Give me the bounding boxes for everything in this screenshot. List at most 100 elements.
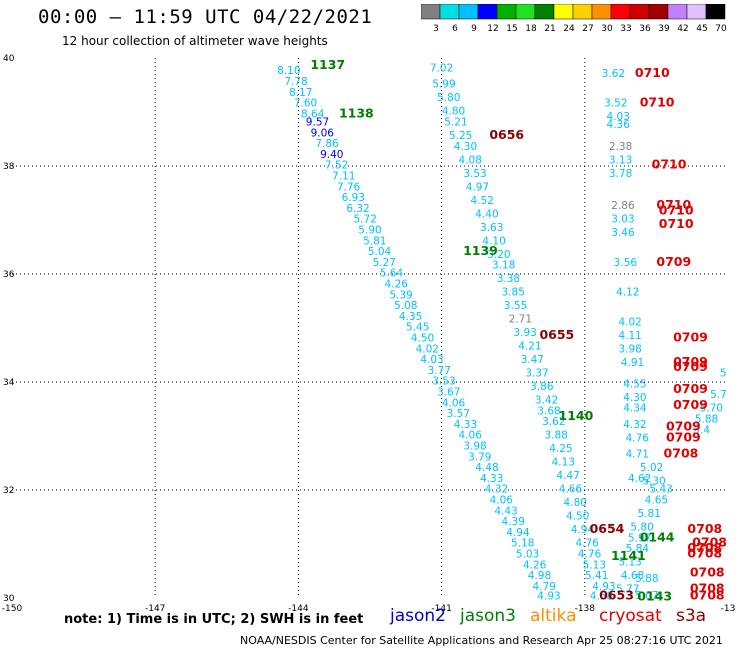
wave-height-value: 4.02: [618, 316, 641, 328]
wave-height-value: 5.39: [389, 289, 412, 301]
scale-label: 33: [620, 24, 631, 34]
wave-height-value: 5.64: [380, 268, 404, 280]
scale-label: 15: [506, 24, 517, 34]
wave-height-value: 5.84: [626, 543, 650, 555]
scale-label: 30: [601, 24, 613, 34]
pass-time-label: 1140: [559, 408, 594, 423]
wave-height-value: 4.03: [607, 111, 630, 123]
pass-time-label: 0708: [687, 521, 722, 536]
wave-height-value: 7.86: [315, 138, 339, 150]
wave-height-value: 5.90: [358, 225, 381, 237]
wave-height-value: 4.13: [552, 457, 575, 469]
wave-height-value: 4.76: [575, 538, 599, 550]
wave-height-value: 3.53: [463, 168, 486, 180]
legend-jason3: jason3: [460, 606, 516, 626]
wave-height-value: 4.93: [537, 591, 560, 603]
wave-height-value: 3.93: [513, 327, 536, 339]
wave-height-value: 4.94: [571, 524, 595, 536]
pass-time-label: 0708: [690, 564, 725, 579]
wave-height-value: 7.52: [325, 160, 348, 172]
wave-height-value: 5.80: [437, 92, 460, 104]
wave-height-value: 4.35: [399, 311, 422, 323]
wave-height-value: 5.02: [640, 462, 663, 474]
wave-height-value: 3.77: [428, 365, 451, 377]
wave-height-value: 5.08: [394, 300, 417, 312]
wave-height-value: 5: [720, 368, 727, 380]
wave-height-value: 4.21: [518, 341, 541, 353]
wave-height-value: 5.4: [693, 424, 710, 436]
pass-time-label: 0709: [666, 419, 701, 434]
wave-height-value: 7.78: [284, 76, 307, 88]
wave-height-value: 5.72: [354, 214, 377, 226]
wave-height-value: 3.47: [521, 354, 544, 366]
wave-height-value: 4.26: [385, 279, 409, 291]
wave-height-value: 6.93: [342, 192, 365, 204]
pass-time-label: 0709: [666, 429, 701, 444]
y-tick-label: 38: [3, 162, 15, 172]
y-tick-label: 32: [3, 486, 14, 496]
wave-height-value: 4.48: [475, 462, 498, 474]
wave-height-value: 4.58: [590, 591, 613, 603]
wave-height-value: 4.26: [523, 559, 547, 571]
pass-time-label: 1141: [611, 548, 646, 563]
wave-height-value: 5.99: [432, 79, 455, 91]
wave-height-value: 3.88: [544, 430, 567, 442]
wave-height-value: 4.65: [645, 495, 668, 507]
wave-height-value: 7.11: [332, 171, 355, 183]
pass-time-label: 0656: [489, 127, 524, 142]
chart-title: 00:00 – 11:59 UTC 04/22/2021: [38, 6, 373, 28]
wave-height-value: 4.55: [623, 378, 646, 390]
wave-height-value: 5.70: [700, 403, 723, 415]
pass-time-label: 0654: [590, 521, 625, 536]
y-tick-label: 40: [3, 54, 15, 64]
wave-height-value: 4.25: [549, 443, 572, 455]
wave-height-value: 3.53: [432, 376, 455, 388]
x-tick-label: -150: [2, 604, 23, 614]
wave-height-value: 4.32: [485, 484, 508, 496]
wave-height-value: 4.30: [454, 141, 477, 153]
wave-height-value: 8.10: [277, 65, 300, 77]
wave-height-value: 4.12: [616, 287, 639, 299]
wave-height-value: 4.03: [420, 354, 443, 366]
scale-label: 39: [658, 24, 670, 34]
footer-credit: NOAA/NESDIS Center for Satellite Applica…: [240, 634, 723, 647]
wave-height-value: 3.62: [602, 68, 625, 80]
pass-time-label: 0710: [659, 203, 694, 218]
wave-height-value: 4.40: [475, 208, 498, 220]
wave-height-value: 4.66: [559, 484, 583, 496]
scale-label: 42: [677, 24, 688, 34]
pass-time-label: 0710: [652, 157, 687, 172]
wave-height-value: 4.32: [623, 419, 646, 431]
wave-height-value: 3.86: [530, 381, 554, 393]
wave-height-value: 5.41: [585, 570, 608, 582]
scale-label: 70: [715, 24, 727, 34]
wave-height-value: 5.7: [710, 389, 727, 401]
legend-cryosat: cryosat: [599, 606, 662, 626]
wave-height-value: 4.02: [416, 343, 439, 355]
pass-time-label: 0709: [673, 359, 708, 374]
wave-height-value: 3.79: [468, 451, 491, 463]
wave-height-value: 5.30: [642, 476, 665, 488]
wave-height-value: 4.36: [607, 119, 631, 131]
pass-time-label: 0708: [692, 535, 727, 550]
x-tick-label: -147: [145, 604, 165, 614]
wave-height-value: 4.43: [494, 505, 517, 517]
wave-height-value: 3.78: [609, 168, 632, 180]
wave-height-value: 3.62: [542, 416, 565, 428]
pass-time-label: 0709: [656, 254, 691, 269]
units-note: note: 1) Time is in UTC; 2) SWH is in fe…: [64, 612, 364, 627]
wave-height-value: 4.30: [623, 392, 646, 404]
scale-label: 21: [544, 24, 555, 34]
wave-height-value: 4.11: [618, 330, 641, 342]
pass-time-label: 0709: [673, 381, 708, 396]
pass-time-label: 0655: [539, 327, 574, 342]
wave-height-value: 5.97: [628, 532, 651, 544]
x-tick-label: -141: [431, 604, 451, 614]
wave-height-value: 9.06: [311, 127, 335, 139]
wave-height-value: 5.77: [616, 584, 639, 596]
wave-height-value: 3.42: [535, 395, 558, 407]
wave-height-value: 5.81: [638, 508, 661, 520]
chart-subtitle: 12 hour collection of altimeter wave hei…: [62, 34, 328, 48]
wave-height-value: 4.98: [528, 570, 551, 582]
